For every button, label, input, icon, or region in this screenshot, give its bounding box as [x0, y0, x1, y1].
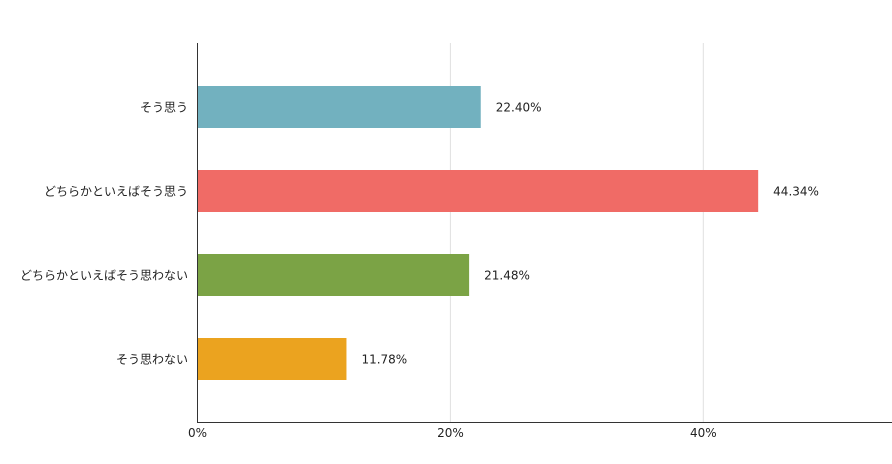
x-tick-label-1: 0% [188, 426, 207, 440]
bar-4 [198, 338, 347, 380]
gridlines [450, 43, 703, 423]
data-label-3: 21.48% [484, 269, 530, 283]
bars [198, 86, 759, 380]
bar-3 [198, 254, 470, 296]
x-tick-label-3: 40% [690, 426, 717, 440]
x-tick-label-2: 20% [437, 426, 464, 440]
category-label-3: どちらかといえばそう思わない [20, 269, 188, 283]
data-label-1: 22.40% [496, 101, 542, 115]
bar-1 [198, 86, 481, 128]
category-label-1: そう思う [140, 101, 188, 115]
category-label-2: どちらかといえばそう思う [44, 185, 188, 199]
data-label-4: 11.78% [361, 353, 407, 367]
category-label-4: そう思わない [116, 353, 188, 367]
data-label-2: 44.34% [773, 185, 819, 199]
bar-2 [198, 170, 759, 212]
